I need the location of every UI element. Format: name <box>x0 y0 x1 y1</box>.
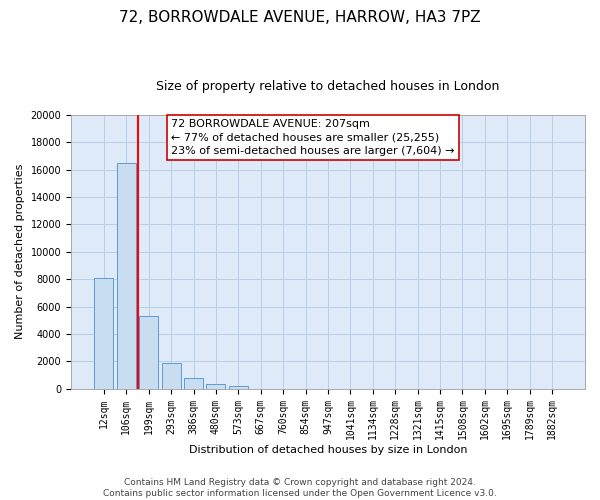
Bar <box>184 378 203 388</box>
X-axis label: Distribution of detached houses by size in London: Distribution of detached houses by size … <box>189 445 467 455</box>
Bar <box>94 278 113 388</box>
Bar <box>161 364 181 388</box>
Title: Size of property relative to detached houses in London: Size of property relative to detached ho… <box>157 80 500 93</box>
Text: 72 BORROWDALE AVENUE: 207sqm
← 77% of detached houses are smaller (25,255)
23% o: 72 BORROWDALE AVENUE: 207sqm ← 77% of de… <box>171 119 455 156</box>
Bar <box>229 386 248 388</box>
Bar <box>117 163 136 388</box>
Text: 72, BORROWDALE AVENUE, HARROW, HA3 7PZ: 72, BORROWDALE AVENUE, HARROW, HA3 7PZ <box>119 10 481 25</box>
Text: Contains HM Land Registry data © Crown copyright and database right 2024.
Contai: Contains HM Land Registry data © Crown c… <box>103 478 497 498</box>
Bar <box>206 384 226 388</box>
Bar <box>139 316 158 388</box>
Y-axis label: Number of detached properties: Number of detached properties <box>15 164 25 340</box>
